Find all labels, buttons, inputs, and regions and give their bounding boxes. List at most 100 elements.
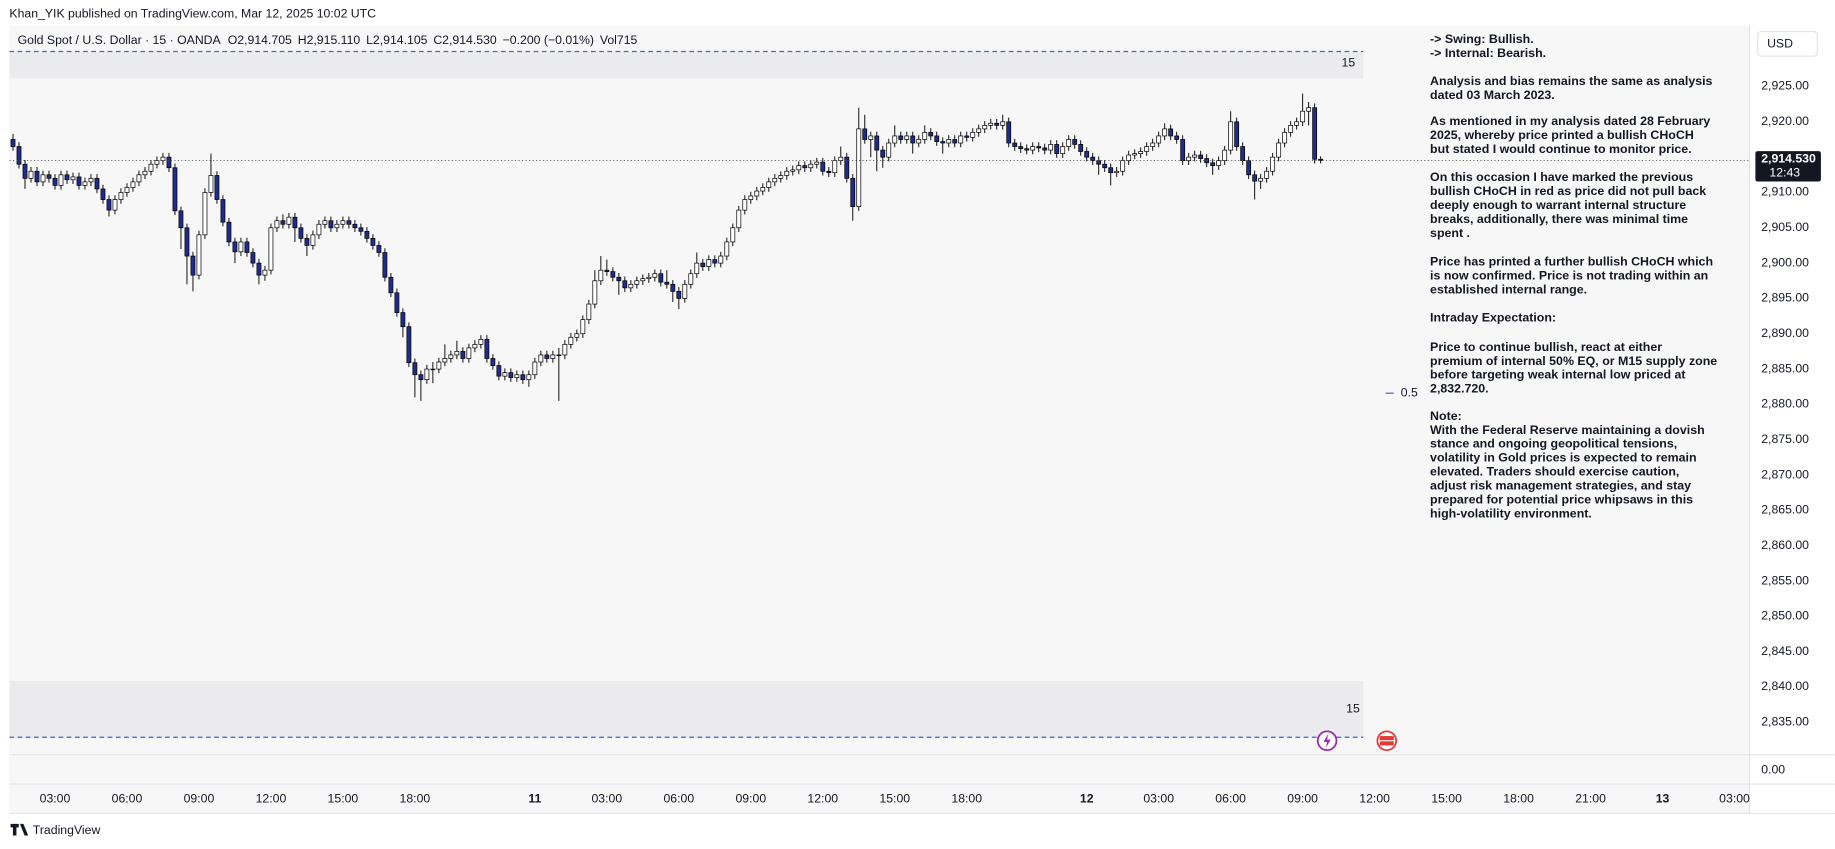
candle-body [142, 170, 148, 176]
candle-body [1234, 121, 1240, 147]
candle-body [136, 174, 142, 183]
note-line: adjust risk management strategies, and s… [1430, 479, 1691, 493]
candle-body [400, 312, 406, 328]
candle-body [652, 273, 658, 278]
candle-body [916, 139, 922, 144]
candle-body [1006, 121, 1012, 144]
candle-body [988, 122, 994, 126]
candle-body [310, 234, 316, 246]
candle-body [268, 227, 274, 271]
candle-body [1030, 146, 1036, 151]
candle-body [592, 280, 598, 305]
candle-body [34, 170, 40, 183]
candle-body [250, 252, 256, 264]
candle-body [190, 255, 196, 276]
candle-body [940, 141, 946, 144]
candle-body [1162, 128, 1168, 137]
note-line: is now confirmed. Price is not trading w… [1430, 268, 1708, 282]
candle-body [682, 283, 688, 299]
note-line: prepared for potential price whipsaws in… [1430, 492, 1693, 506]
candle-body [778, 175, 784, 179]
candle-body [838, 156, 844, 162]
candle-body [304, 238, 310, 246]
candle-body [928, 132, 934, 137]
countdown-label: 12:43 [1769, 166, 1800, 180]
candle-body [346, 220, 352, 225]
candle-body [70, 176, 76, 181]
note-line: -> Internal: Bearish. [1430, 46, 1546, 60]
candle-body [502, 372, 508, 377]
currency-button[interactable] [1757, 31, 1818, 57]
candle-body [1228, 121, 1234, 151]
candle-body [226, 221, 232, 243]
x-tick-label: 09:00 [735, 792, 766, 806]
note-line: established internal range. [1430, 282, 1587, 296]
note-line: Price has printed a further bullish CHoC… [1430, 254, 1713, 268]
candle-body [94, 177, 100, 190]
symbol-title[interactable]: Gold Spot / U.S. Dollar · 15 · OANDA [18, 33, 222, 47]
candle-body [1084, 151, 1090, 158]
candle-body [1036, 146, 1042, 149]
candle-body [454, 351, 460, 356]
y-tick-label: 2,925.00 [1761, 79, 1809, 93]
x-tick-label: 18:00 [400, 792, 431, 806]
y-tick-label: 2,920.00 [1761, 114, 1809, 128]
candle-body [202, 192, 208, 236]
published-line: Khan_YIK published on TradingView.com, M… [9, 6, 376, 20]
last-price-label: 2,914.530 [1761, 152, 1816, 166]
currency-label[interactable]: USD [1767, 37, 1793, 51]
candle-body [1192, 154, 1198, 158]
note-line: Note: [1430, 409, 1462, 423]
last-price-box [1755, 151, 1821, 182]
candle-body [610, 271, 616, 278]
candle-body [970, 132, 976, 138]
note-line: -> Swing: Bullish. [1430, 32, 1534, 46]
tradingview-logo[interactable] [10, 823, 29, 836]
candle-body [322, 220, 328, 225]
note-line: breaks, additionally, there was minimal … [1430, 212, 1688, 226]
candle-body [22, 163, 28, 179]
candle-body [1120, 160, 1126, 172]
candle-body [256, 262, 262, 276]
candle-body [1216, 160, 1222, 166]
candle-body [814, 161, 820, 165]
candle-body [1000, 121, 1006, 126]
range-band-bottom [9, 681, 1364, 738]
candle-body [484, 339, 490, 359]
candle-body [382, 252, 388, 278]
range-band-top [9, 51, 1364, 79]
candle-body [514, 374, 520, 378]
candle-body [1210, 162, 1216, 166]
candle-body [1282, 132, 1288, 144]
candle-body [466, 347, 472, 359]
note-line: As mentioned in my analysis dated 28 Feb… [1430, 114, 1710, 128]
note-line: but stated I would continue to monitor p… [1430, 142, 1692, 156]
candle-body [418, 374, 424, 381]
candle-body [358, 227, 364, 232]
x-tick-label: 15:00 [328, 792, 359, 806]
candle-body [856, 128, 862, 207]
candle-body [1318, 158, 1324, 161]
x-tick-label: 15:00 [879, 792, 910, 806]
candle-body [334, 223, 340, 229]
candle-body [880, 149, 886, 158]
candle-body [1144, 146, 1150, 152]
candle-body [166, 156, 172, 169]
y-tick-label: 2,895.00 [1761, 291, 1809, 305]
candle-body [736, 209, 742, 229]
candle-body [1060, 146, 1066, 154]
candle-body [1306, 107, 1312, 112]
y-tick-label: 2,910.00 [1761, 185, 1809, 199]
candle-body [448, 354, 454, 359]
candle-body [538, 354, 544, 363]
brand-name[interactable]: TradingView [33, 823, 101, 837]
range-label: 15 [1342, 55, 1356, 69]
candle-body [1198, 154, 1204, 159]
candle-body [388, 276, 394, 294]
x-tick-label: 03:00 [1719, 792, 1750, 806]
candle-body [232, 241, 238, 253]
candle-body [904, 135, 910, 140]
candle-body [1102, 163, 1108, 169]
x-tick-label: 06:00 [663, 792, 694, 806]
candle-body [694, 262, 700, 275]
